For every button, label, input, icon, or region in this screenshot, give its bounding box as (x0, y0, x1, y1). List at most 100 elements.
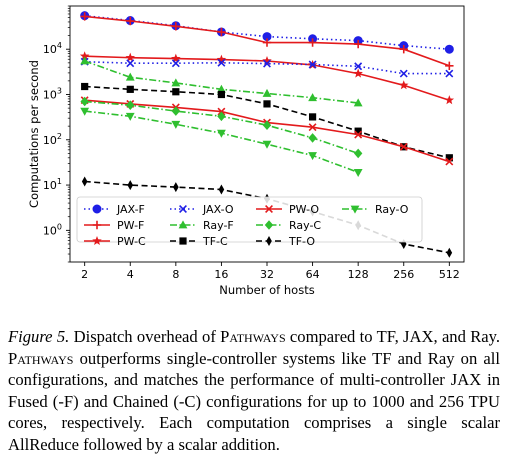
data-point-pw-f (445, 61, 454, 71)
caption-figure-label: Figure 5. (8, 327, 70, 346)
y-tick-label: 101 (43, 177, 62, 192)
caption-pathways-2: Pathways (8, 348, 74, 368)
data-point-jax-o (171, 59, 180, 68)
data-point-tf-c (445, 154, 453, 162)
data-point-pw-o (399, 142, 408, 151)
legend-marker-ray-o (350, 205, 360, 214)
series-pw-c (79, 51, 455, 105)
x-tick-label: 8 (172, 268, 179, 281)
data-point-pw-f (262, 38, 272, 47)
data-point-ray-c (262, 120, 272, 130)
series-ray-o (80, 107, 363, 178)
data-point-jax-o (263, 59, 271, 68)
x-tick-label: 32 (260, 268, 274, 281)
legend-label-pw-o: PW-O (289, 203, 319, 216)
legend-item-jax-o: JAX-O (170, 203, 234, 216)
data-point-pw-o (308, 123, 317, 132)
x-tick-label: 64 (306, 268, 320, 281)
series-ray-f (80, 56, 363, 107)
legend-marker-pw-f (92, 220, 102, 230)
data-point-ray-o (217, 129, 226, 138)
data-point-pw-c (262, 55, 272, 66)
legend-item-pw-c: PW-C (84, 235, 146, 248)
data-point-ray-o (262, 140, 272, 149)
caption-text-1: Dispatch overhead of (69, 327, 221, 346)
data-point-jax-o (354, 62, 363, 71)
x-tick-label: 16 (214, 268, 228, 281)
data-point-pw-f (80, 12, 89, 21)
data-point-ray-f (308, 93, 317, 102)
legend-item-pw-o: PW-O (256, 203, 319, 216)
series-jax-o (80, 57, 454, 78)
data-point-pw-c (398, 80, 409, 90)
legend-box (76, 196, 423, 243)
data-point-tf-c (217, 90, 226, 99)
data-point-pw-o (445, 157, 454, 166)
x-tick-label: 4 (127, 268, 134, 281)
legend-label-pw-f: PW-F (117, 219, 144, 232)
data-point-ray-c (308, 133, 317, 143)
data-point-tf-o (127, 180, 134, 191)
legend-label-jax-f: JAX-F (116, 203, 145, 216)
data-point-pw-o (354, 130, 363, 139)
data-point-ray-f (171, 78, 181, 87)
figure-caption: Figure 5. Dispatch overhead of Pathways … (8, 326, 500, 455)
legend-label-pw-c: PW-C (117, 235, 146, 248)
data-point-tf-o (218, 184, 225, 195)
axes-layer: 2 4 8 16 32 64 128 256 512 100 101 102 103 104 (43, 5, 460, 281)
x-tick-label: 128 (348, 268, 369, 281)
legend-item-jax-f: JAX-F (84, 203, 145, 216)
data-point-tf-c (354, 127, 362, 135)
data-point-jax-o (126, 59, 135, 68)
legend-marker-jax-o (179, 205, 187, 213)
y-tick-label: 100 (43, 222, 62, 237)
data-point-ray-f (125, 72, 135, 81)
data-point-ray-o (308, 152, 317, 161)
caption-text-3: outperforms single-controller systems li… (8, 348, 500, 454)
data-point-jax-f (444, 44, 454, 54)
legend-label-ray-o: Ray-O (375, 203, 409, 216)
legend-marker-jax-f (92, 204, 102, 214)
data-point-tf-c (308, 113, 317, 121)
data-point-tf-c (126, 85, 134, 93)
legend-item-ray-o: Ray-O (342, 203, 409, 216)
data-point-ray-f (80, 56, 90, 65)
legend: JAX-F PW-F PW-C JAX-O Ray-F TF-C PW-O Ray-C TF-O… (76, 196, 423, 248)
y-axis-label: Computations per second (27, 60, 41, 208)
data-point-jax-o (399, 69, 408, 78)
legend-marker-pw-o (265, 205, 273, 213)
data-point-ray-o (125, 112, 135, 121)
data-point-pw-f (308, 38, 317, 47)
caption-pathways-1: Pathways (220, 327, 286, 346)
legend-marker-tf-c (179, 237, 187, 245)
legend-marker-ray-c (264, 220, 274, 230)
data-point-tf-c (81, 82, 89, 91)
x-tick-label: 2 (81, 268, 88, 281)
legend-item-tf-o: TF-O (256, 235, 315, 248)
series-ray-c (80, 96, 363, 159)
data-point-ray-c (353, 148, 363, 159)
data-point-tf-o (173, 182, 179, 193)
data-point-ray-c (126, 100, 135, 111)
legend-marker-pw-c (92, 236, 102, 246)
y-tick-label: 103 (43, 86, 62, 101)
data-point-jax-o (445, 69, 454, 78)
y-tick-label: 104 (43, 41, 62, 56)
data-point-pw-f (126, 16, 135, 26)
data-point-pw-f (353, 39, 363, 49)
x-tick-label: 256 (393, 268, 414, 281)
data-point-pw-c (444, 95, 455, 105)
data-point-pw-f (171, 22, 181, 31)
data-point-ray-o (80, 107, 90, 116)
data-point-pw-c (125, 52, 136, 62)
data-point-ray-f (217, 84, 226, 93)
data-point-pw-c (353, 68, 363, 78)
data-point-ray-f (353, 98, 363, 107)
data-point-tf-o (446, 247, 453, 258)
x-axis-label: Number of hosts (219, 283, 314, 297)
legend-marker-tf-o (266, 236, 272, 246)
series-pw-f (80, 12, 454, 71)
legend-label-tf-c: TF-C (202, 235, 228, 248)
legend-label-ray-f: Ray-F (203, 219, 234, 232)
data-point-tf-o (81, 176, 88, 187)
